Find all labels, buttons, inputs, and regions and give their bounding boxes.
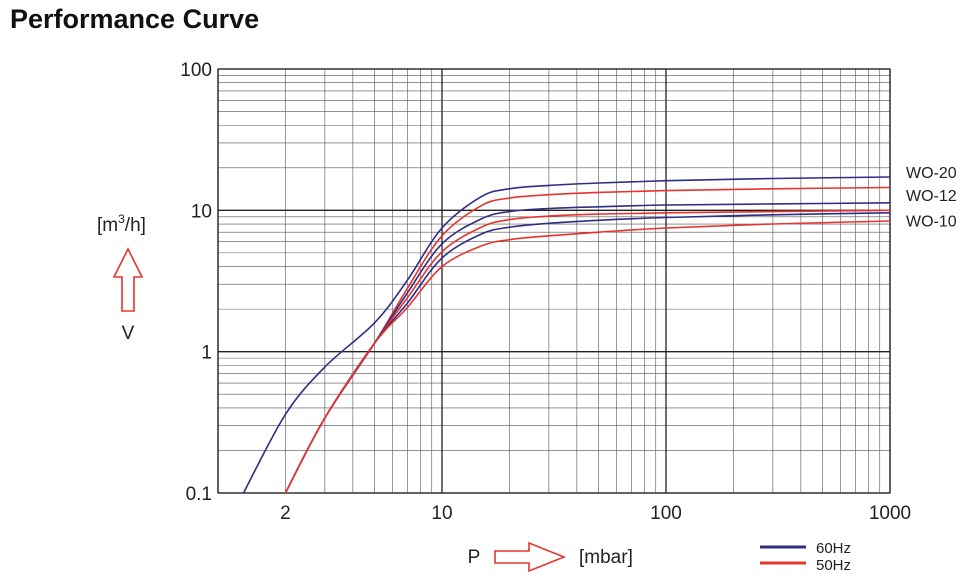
x-tick-label: 1000: [869, 503, 911, 524]
x-axis-right-arrow-icon: [494, 541, 567, 573]
curve-label-wo-12: WO-12: [906, 188, 957, 205]
y-axis-symbol: V: [122, 323, 135, 344]
series-line-wo-20-60hz: [242, 176, 891, 494]
x-tick-label: 100: [650, 503, 682, 524]
y-tick-label: 0.1: [186, 484, 212, 505]
legend: 60Hz 50Hz: [760, 540, 851, 574]
plot-frame: [217, 68, 891, 494]
x-axis-symbol: P: [468, 547, 481, 568]
series-line-wo-10-50hz: [284, 220, 891, 494]
y-tick-label: 1: [201, 343, 212, 364]
x-tick-label: 10: [431, 503, 452, 524]
grid-minor: [218, 69, 890, 493]
series-line-wo-12-60hz: [284, 202, 891, 494]
legend-label-60hz: 60Hz: [816, 540, 851, 557]
curve-labels: WO-20 WO-12 WO-10: [906, 165, 957, 230]
series-layer: [242, 176, 891, 494]
y-axis-up-arrow-icon: [112, 247, 144, 312]
curve-label-wo-10: WO-10: [906, 213, 957, 230]
x-axis-unit: [mbar]: [579, 547, 633, 568]
page-title: Performance Curve: [10, 4, 260, 34]
x-tick-label: 2: [280, 503, 291, 524]
y-tick-label: 10: [191, 201, 212, 222]
series-line-wo-10-60hz: [284, 212, 891, 494]
y-axis-unit: [m3/h]: [97, 212, 146, 236]
legend-label-50hz: 50Hz: [816, 557, 851, 574]
x-tick-labels: 2 10 100 1000: [280, 503, 911, 524]
y-tick-label: 100: [180, 60, 212, 81]
curve-label-wo-20: WO-20: [906, 165, 957, 182]
y-tick-labels: 0.1 1 10 100: [180, 60, 212, 505]
